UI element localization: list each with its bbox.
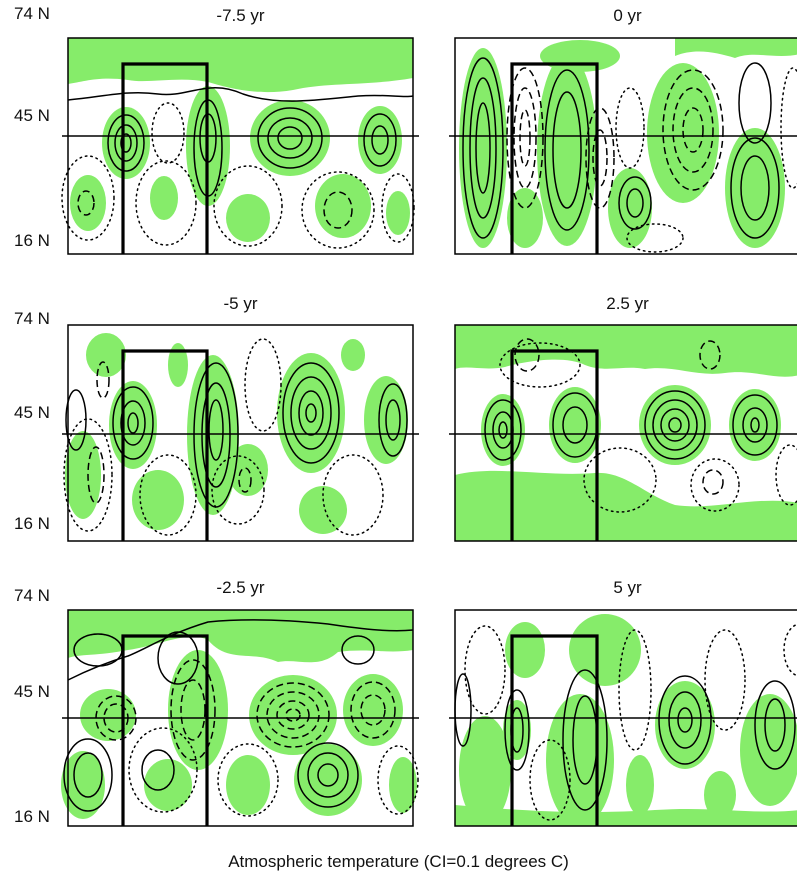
negative-contours bbox=[87, 361, 252, 504]
zero-contours bbox=[63, 338, 384, 536]
panel-frame bbox=[454, 324, 797, 542]
positive-contours bbox=[63, 619, 414, 812]
region-box bbox=[510, 62, 599, 254]
contour-map bbox=[61, 37, 419, 255]
panel-title: 2.5 yr bbox=[606, 294, 649, 313]
panel-title: -7.5 yr bbox=[216, 6, 265, 25]
zero-contours bbox=[615, 67, 797, 253]
contour-map bbox=[61, 609, 419, 827]
panel-frame bbox=[67, 37, 414, 255]
negative-contours bbox=[77, 190, 353, 229]
lat-label-74n-row1: 74 N bbox=[14, 4, 50, 23]
panel-title: -2.5 yr bbox=[216, 578, 265, 597]
contour-map bbox=[62, 324, 419, 542]
positive-anomaly-shading bbox=[455, 38, 797, 248]
lat-label-16n-row3: 16 N bbox=[14, 807, 50, 826]
lat-label-45n-row2: 45 N bbox=[14, 403, 50, 422]
panel-title: -5 yr bbox=[223, 294, 258, 313]
zero-contours bbox=[128, 727, 419, 817]
positive-contours bbox=[67, 86, 414, 197]
zero-contours bbox=[499, 342, 797, 513]
negative-contours bbox=[514, 338, 724, 495]
panel-frame bbox=[67, 324, 414, 542]
contour-panel-5-yr bbox=[449, 609, 797, 827]
lat-label-74n-row3: 74 N bbox=[14, 586, 50, 605]
lat-label-74n-row2: 74 N bbox=[14, 309, 50, 328]
positive-anomaly-shading bbox=[455, 614, 797, 826]
contour-panel-minus-5-yr bbox=[62, 324, 419, 542]
panel-title: 0 yr bbox=[613, 6, 642, 25]
positive-anomaly-shading bbox=[455, 325, 797, 541]
positive-contours bbox=[462, 57, 780, 239]
lat-label-45n-row3: 45 N bbox=[14, 682, 50, 701]
region-box bbox=[121, 62, 209, 254]
figure-caption: Atmospheric temperature (CI=0.1 degrees … bbox=[228, 852, 569, 871]
region-box bbox=[121, 349, 209, 541]
negative-contours bbox=[506, 67, 724, 209]
zero-contours bbox=[464, 623, 797, 821]
region-box bbox=[510, 349, 599, 541]
lat-label-16n-row1: 16 N bbox=[14, 231, 50, 250]
contour-map bbox=[449, 609, 797, 827]
positive-anomaly-shading bbox=[61, 610, 417, 819]
contour-panel-2-5-yr bbox=[449, 324, 797, 542]
panel-frame bbox=[454, 37, 797, 255]
lat-label-16n-row2: 16 N bbox=[14, 514, 50, 533]
contour-panel-minus-2-5-yr bbox=[61, 609, 419, 827]
positive-anomaly-shading bbox=[68, 38, 413, 242]
region-box bbox=[121, 634, 209, 826]
positive-contours bbox=[454, 669, 796, 811]
lat-label-45n-row1: 45 N bbox=[14, 106, 50, 125]
contour-panel-minus-7-5-yr bbox=[61, 37, 419, 255]
panel-title: 5 yr bbox=[613, 578, 642, 597]
contour-panel-0-yr bbox=[449, 37, 797, 255]
region-box bbox=[510, 634, 599, 826]
contour-map bbox=[449, 324, 797, 542]
contour-map bbox=[449, 37, 797, 255]
zero-contours bbox=[61, 102, 415, 249]
